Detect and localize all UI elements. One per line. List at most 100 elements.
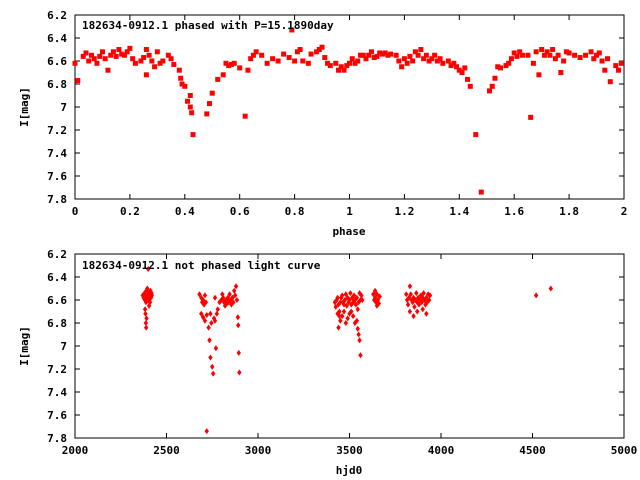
y-tick-label: 7 [60, 101, 67, 114]
data-point [350, 313, 356, 320]
data-point [210, 363, 215, 370]
data-point [419, 299, 424, 306]
data-point [226, 299, 231, 306]
data-point [232, 287, 237, 294]
data-point [412, 303, 417, 310]
data-point [349, 56, 355, 62]
data-point [230, 294, 235, 301]
data-point [497, 65, 503, 71]
data-point [300, 58, 306, 64]
data-point [544, 49, 550, 55]
data-point [335, 294, 340, 301]
y-tick-label: 7.2 [47, 124, 67, 137]
data-point [618, 60, 624, 66]
data-point [297, 47, 303, 52]
data-point [355, 58, 361, 64]
y-ticks-top: 6.2 6.4 6.6 6.8 7 7.2 7.4 7.6 7.8 [47, 9, 624, 206]
data-point [208, 310, 213, 317]
data-point [372, 287, 378, 294]
data-point [171, 61, 177, 67]
data-point [530, 60, 536, 66]
data-point [357, 337, 362, 344]
data-point [141, 55, 147, 61]
data-point [533, 292, 539, 299]
data-point [143, 324, 149, 331]
data-point [91, 56, 97, 62]
data-point [465, 76, 471, 82]
plot-frame-bottom [74, 253, 625, 439]
data-point [552, 56, 558, 62]
data-point [341, 308, 347, 315]
data-point [572, 52, 578, 58]
data-point [231, 299, 236, 306]
data-point [146, 302, 152, 309]
data-point [426, 58, 432, 64]
x-ticks-bottom: 2000 2500 3000 3500 4000 4500 5000 [62, 254, 637, 457]
data-point [316, 47, 322, 52]
data-point [333, 303, 338, 310]
data-point [105, 67, 111, 73]
data-point [379, 51, 385, 57]
data-point [110, 49, 116, 55]
data-point [514, 53, 520, 59]
data-point [86, 58, 92, 64]
data-point [292, 58, 298, 64]
y-tick-label: 7 [60, 340, 67, 353]
data-point [72, 60, 78, 66]
data-point [200, 297, 206, 303]
data-point [143, 47, 149, 52]
y-tick-label: 6.8 [47, 317, 67, 330]
data-point [281, 51, 287, 57]
data-point [374, 302, 380, 309]
data-point [371, 55, 377, 61]
data-point [215, 306, 220, 313]
data-point [563, 49, 569, 55]
y-ticks-bottom: 6.2 6.4 6.6 6.8 7 7.2 7.4 7.6 7.8 [47, 248, 624, 445]
data-point [185, 98, 191, 104]
x-tick-label: 2000 [62, 444, 89, 457]
data-point [561, 58, 567, 64]
data-point [359, 292, 364, 299]
data-point [165, 52, 171, 58]
x-axis-title-top: phase [332, 225, 365, 238]
y-tick-label: 6.6 [47, 55, 67, 68]
data-point [411, 313, 416, 320]
y-tick-label: 7.6 [47, 409, 67, 422]
data-point [237, 65, 243, 71]
data-point [421, 290, 426, 297]
x-tick-label: 1 [346, 205, 353, 218]
data-point [404, 60, 410, 66]
data-point [116, 47, 122, 52]
data-point [377, 293, 382, 300]
x-tick-label: 0.6 [230, 205, 250, 218]
data-point [407, 308, 413, 315]
data-point [616, 67, 622, 73]
data-point [294, 49, 300, 55]
data-point [235, 314, 241, 321]
data-point [426, 297, 432, 303]
data-point [345, 315, 350, 322]
data-point [152, 64, 158, 70]
data-point [127, 45, 133, 51]
data-point [143, 299, 149, 306]
data-point [338, 64, 344, 70]
data-point [566, 50, 572, 56]
data-point [385, 52, 391, 58]
data-point [342, 297, 348, 303]
data-point [203, 299, 209, 306]
data-point [377, 50, 383, 56]
data-point [339, 292, 345, 299]
y-tick-label: 7.4 [47, 386, 67, 399]
data-point [343, 320, 349, 326]
data-point [344, 63, 350, 69]
y-tick-label: 7.8 [47, 432, 67, 445]
data-point [147, 299, 153, 306]
x-tick-label: 0.4 [175, 205, 195, 218]
y-tick-label: 6.4 [47, 271, 67, 284]
data-point [594, 52, 600, 58]
x-tick-label: 4000 [428, 444, 455, 457]
data-point [420, 306, 425, 313]
data-point [202, 292, 208, 299]
data-point [207, 337, 212, 344]
data-point [336, 324, 341, 331]
